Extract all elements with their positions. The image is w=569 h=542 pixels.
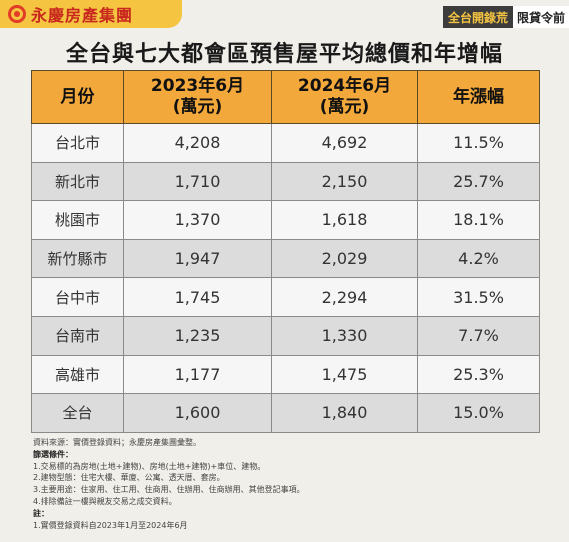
column-header-2024: 2024年6月 (萬元) bbox=[271, 70, 418, 124]
growth-cell: 4.2% bbox=[417, 238, 540, 279]
column-header-unit: (萬元) bbox=[319, 97, 370, 117]
headline-tag-primary: 全台開錄荒 bbox=[442, 6, 513, 28]
price-2024-cell: 1,475 bbox=[271, 354, 418, 395]
city-cell: 桃園市 bbox=[31, 200, 124, 240]
price-2024-cell: 2,029 bbox=[271, 238, 418, 279]
criteria-item: 2.建物型態：住宅大樓、華廈、公寓、透天厝、套房。 bbox=[33, 473, 225, 483]
brand-name: 永慶房產集團 bbox=[31, 6, 134, 25]
growth-cell: 25.7% bbox=[417, 161, 540, 202]
top-bar: 永慶房產集團 全台開錄荒 限貸令前 bbox=[0, 0, 569, 30]
column-header-label: 月份 bbox=[60, 86, 95, 107]
price-2024-cell: 2,150 bbox=[271, 161, 418, 202]
price-2023-cell: 1,947 bbox=[123, 238, 272, 279]
table-row: 台南市 1,235 1,330 7.7% bbox=[31, 315, 540, 356]
column-header-label: 2024年6月 bbox=[297, 76, 392, 96]
table-row: 台北市 4,208 4,692 11.5% bbox=[31, 123, 540, 163]
price-2023-cell: 1,745 bbox=[123, 277, 272, 317]
criteria-item: 1.交易標的為房地(土地+建物)、房地(土地+建物)+車位、建物。 bbox=[33, 461, 266, 471]
price-2023-cell: 4,208 bbox=[123, 123, 272, 163]
growth-cell: 15.0% bbox=[417, 393, 540, 433]
table-row: 桃園市 1,370 1,618 18.1% bbox=[31, 200, 540, 240]
growth-cell: 11.5% bbox=[417, 123, 540, 163]
footnotes: 資料來源：實價登錄資料；永慶房產集團彙整。 篩選條件： 1.交易標的為房地(土地… bbox=[33, 437, 538, 531]
criteria-item: 4.排除備註一樓與親友交易之成交資料。 bbox=[33, 496, 177, 506]
column-header-unit: (萬元) bbox=[172, 97, 223, 117]
table-row: 新北市 1,710 2,150 25.7% bbox=[31, 161, 540, 202]
growth-cell: 7.7% bbox=[417, 315, 540, 356]
price-2023-cell: 1,370 bbox=[123, 200, 272, 240]
table-row: 台中市 1,745 2,294 31.5% bbox=[31, 277, 540, 317]
table-row: 新竹縣市 1,947 2,029 4.2% bbox=[31, 238, 540, 279]
city-cell: 新北市 bbox=[31, 161, 124, 202]
growth-cell: 18.1% bbox=[417, 200, 540, 240]
column-header-label: 2023年6月 bbox=[150, 76, 245, 96]
brand-logo-icon bbox=[8, 5, 26, 23]
criteria-item: 3.主要用途：住家用、住工用、住商用、住辦用、住商辦用、其他登記事項。 bbox=[33, 485, 305, 495]
price-2023-cell: 1,235 bbox=[123, 315, 272, 356]
price-2023-cell: 1,177 bbox=[123, 354, 272, 395]
growth-cell: 25.3% bbox=[417, 354, 540, 395]
note-item: 1.實價登錄資料自2023年1月至2024年6月 bbox=[33, 520, 188, 530]
note-heading: 註： bbox=[33, 508, 49, 518]
price-2024-cell: 1,840 bbox=[271, 393, 418, 433]
price-table: 月份 2023年6月 (萬元) 2024年6月 (萬元) 年漲幅 台北市 4,2… bbox=[31, 70, 540, 433]
price-2024-cell: 1,618 bbox=[271, 200, 418, 240]
city-cell: 高雄市 bbox=[31, 354, 124, 395]
criteria-heading: 篩選條件： bbox=[33, 449, 73, 459]
column-header-growth: 年漲幅 bbox=[417, 70, 540, 124]
price-2023-cell: 1,710 bbox=[123, 161, 272, 202]
headline-tag: 全台開錄荒 限貸令前 bbox=[442, 6, 569, 28]
price-2023-cell: 1,600 bbox=[123, 393, 272, 433]
city-cell: 全台 bbox=[31, 393, 124, 433]
column-header-2023: 2023年6月 (萬元) bbox=[123, 70, 272, 124]
column-header-label: 年漲幅 bbox=[453, 86, 504, 107]
table-header-row: 月份 2023年6月 (萬元) 2024年6月 (萬元) 年漲幅 bbox=[31, 70, 540, 124]
growth-cell: 31.5% bbox=[417, 277, 540, 317]
table-row-total: 全台 1,600 1,840 15.0% bbox=[31, 393, 540, 433]
city-cell: 台中市 bbox=[31, 277, 124, 317]
price-2024-cell: 1,330 bbox=[271, 315, 418, 356]
city-cell: 台南市 bbox=[31, 315, 124, 356]
city-cell: 新竹縣市 bbox=[31, 238, 124, 279]
column-header-month: 月份 bbox=[31, 70, 124, 124]
source-note: 資料來源：實價登錄資料；永慶房產集團彙整。 bbox=[33, 438, 201, 447]
city-cell: 台北市 bbox=[31, 123, 124, 163]
page-title: 全台與七大都會區預售屋平均總價和年增幅 bbox=[65, 42, 503, 67]
price-2024-cell: 2,294 bbox=[271, 277, 418, 317]
headline-tag-secondary: 限貸令前 bbox=[512, 6, 569, 28]
price-2024-cell: 4,692 bbox=[271, 123, 418, 163]
table-row: 高雄市 1,177 1,475 25.3% bbox=[31, 354, 540, 395]
brand-banner: 永慶房產集團 bbox=[0, 0, 182, 28]
